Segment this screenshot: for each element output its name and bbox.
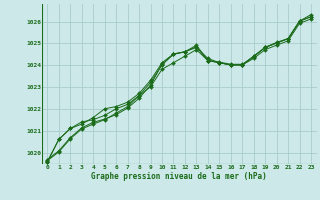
X-axis label: Graphe pression niveau de la mer (hPa): Graphe pression niveau de la mer (hPa) <box>91 172 267 181</box>
